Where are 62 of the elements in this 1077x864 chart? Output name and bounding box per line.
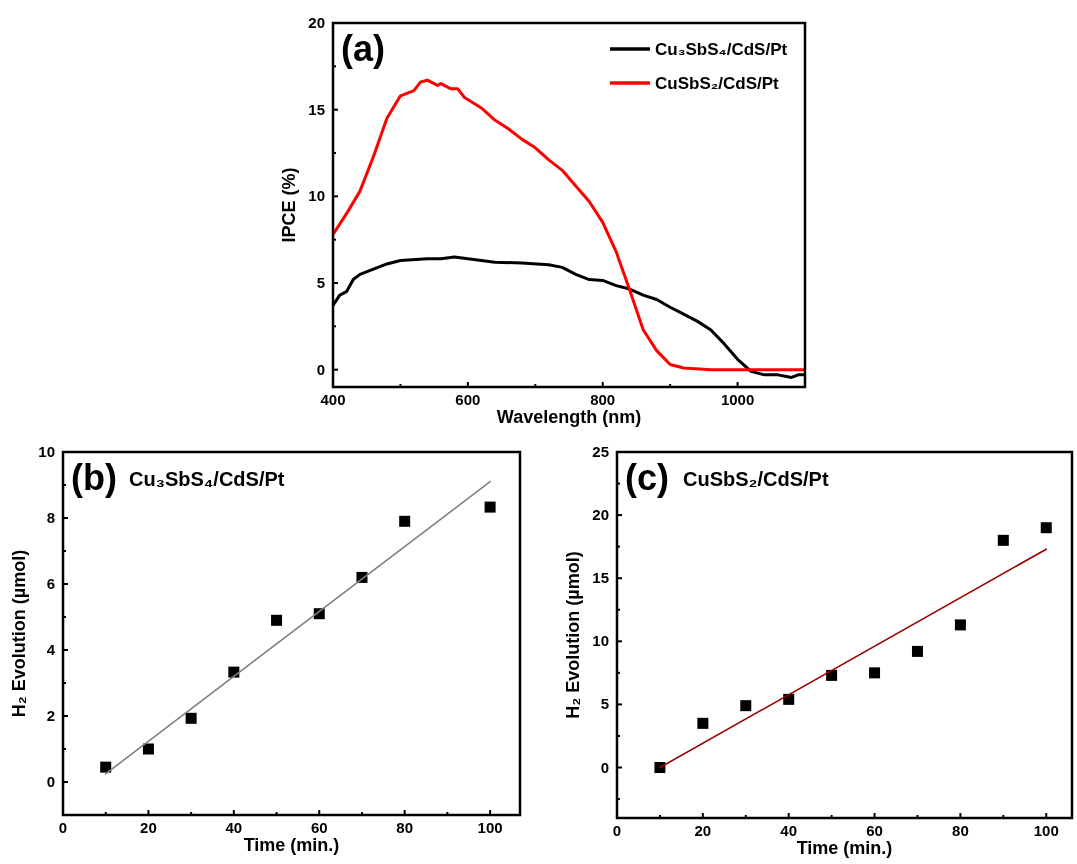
y-axis-title: IPCE (%)	[279, 167, 299, 243]
x-tick-label: 40	[225, 819, 243, 836]
y-tick-label: 4	[46, 641, 56, 658]
annotation: (b)	[71, 457, 117, 498]
x-tick-label: 80	[396, 819, 414, 836]
x-tick-label: 60	[866, 822, 883, 839]
point	[185, 712, 197, 724]
x-tick-label: 1000	[720, 391, 755, 408]
x-tick-label: 20	[694, 822, 712, 839]
annotation: (a)	[341, 28, 385, 69]
y-tick-label: 5	[600, 695, 609, 713]
x-axis-title: Time (min.)	[243, 835, 340, 855]
x-tick-label: 40	[780, 822, 798, 839]
y-tick-label: 10	[592, 632, 609, 650]
point	[100, 761, 112, 773]
point	[484, 501, 496, 513]
point	[1040, 522, 1052, 534]
point	[869, 667, 881, 679]
y-tick-label: 6	[46, 575, 55, 592]
x-axis-title: Wavelength (nm)	[496, 407, 642, 427]
x-tick-label: 600	[455, 391, 481, 408]
y-tick-label: 0	[46, 773, 55, 790]
x-tick-label: 20	[140, 819, 157, 836]
y-tick-label: 5	[316, 274, 325, 291]
y-tick-label: 15	[308, 100, 325, 118]
annotation: (c)	[625, 457, 669, 498]
point	[654, 762, 666, 774]
point	[740, 700, 752, 712]
point	[271, 614, 283, 626]
y-tick-label: 10	[308, 187, 325, 205]
y-tick-label: 0	[600, 758, 609, 776]
y-tick-label: 20	[592, 506, 609, 524]
legend-label: CuSbS₂/CdS/Pt	[655, 74, 780, 93]
y-tick-label: 15	[592, 569, 609, 587]
point	[911, 645, 923, 657]
y-tick-label: 25	[592, 443, 609, 460]
x-tick-label: 100	[477, 819, 503, 836]
x-tick-label: 0	[58, 819, 68, 836]
y-tick-label: 8	[46, 509, 55, 526]
x-tick-label: 60	[310, 819, 328, 836]
x-tick-label: 0	[612, 822, 622, 839]
annotation: Cu₃SbS₄/CdS/Pt	[129, 468, 285, 490]
point	[697, 717, 709, 729]
y-axis-title: H₂ Evolution (µmol)	[9, 549, 29, 718]
point	[826, 669, 838, 681]
y-tick-label: 20	[308, 14, 325, 31]
legend-label: Cu₃SbS₄/CdS/Pt	[655, 40, 788, 59]
x-tick-label: 800	[590, 391, 616, 408]
y-tick-label: 10	[38, 443, 55, 460]
x-axis-title: Time (min.)	[796, 838, 893, 858]
point	[399, 515, 411, 527]
x-tick-label: 400	[320, 391, 346, 408]
point	[954, 619, 966, 631]
x-tick-label: 80	[952, 822, 969, 839]
point	[142, 743, 154, 755]
y-axis-title: H₂ Evolution (µmol)	[563, 551, 583, 719]
line-series	[333, 78, 805, 372]
y-tick-label: 2	[46, 707, 55, 724]
annotation: CuSbS₂/CdS/Pt	[683, 468, 829, 490]
x-tick-label: 100	[1033, 822, 1059, 839]
point	[997, 534, 1009, 546]
y-tick-label: 0	[316, 360, 325, 378]
